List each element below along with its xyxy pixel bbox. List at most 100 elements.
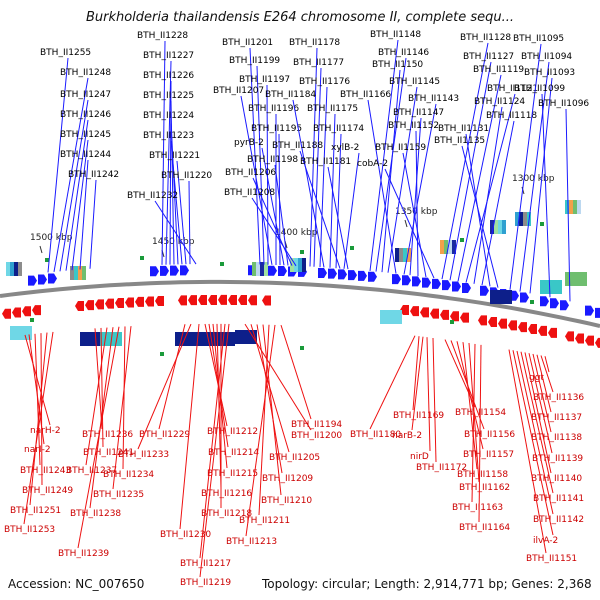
forward-gene-label: BTH_II1176 bbox=[299, 77, 350, 87]
forward-leader-line bbox=[313, 67, 322, 267]
forward-gene-label: BTH_II1184 bbox=[265, 90, 316, 100]
reverse-gene-arrow bbox=[115, 298, 124, 309]
reverse-gene-label: BTH_II1219 bbox=[180, 578, 231, 588]
forward-leader-line bbox=[343, 152, 360, 269]
reverse-gene-arrow bbox=[548, 327, 557, 338]
forward-leader-line bbox=[465, 93, 516, 283]
forward-gene-label: BTH_II1096 bbox=[538, 99, 589, 109]
feature-tile bbox=[490, 290, 512, 304]
forward-leader-line bbox=[565, 108, 571, 302]
forward-gene-label: BTH_II1244 bbox=[60, 150, 111, 160]
reverse-leader-line bbox=[94, 328, 103, 430]
reverse-gene-label: narI-2 bbox=[24, 445, 51, 455]
forward-leader-line bbox=[509, 43, 542, 290]
forward-gene-label: BTH_II1095 bbox=[513, 34, 564, 44]
forward-leader-line bbox=[165, 60, 172, 265]
forward-gene-arrow bbox=[338, 269, 347, 280]
forward-gene-arrow bbox=[368, 271, 377, 282]
forward-gene-label: BTH_II1225 bbox=[143, 91, 194, 101]
reverse-gene-label: nirD bbox=[410, 452, 429, 462]
reverse-gene-label: BTH_II1158 bbox=[457, 470, 508, 480]
reverse-gene-label: BTH_II1163 bbox=[452, 503, 503, 513]
forward-leader-line bbox=[461, 145, 499, 288]
reverse-leader-line bbox=[528, 353, 553, 454]
reverse-gene-label: narB-2 bbox=[392, 431, 422, 441]
feature-marker bbox=[540, 222, 544, 226]
forward-leader-line bbox=[369, 39, 399, 272]
reverse-leader-line bbox=[412, 336, 420, 411]
forward-gene-label: BTH_II1145 bbox=[389, 77, 440, 87]
feature-tile bbox=[380, 310, 402, 324]
reverse-gene-label: ilvA-2 bbox=[533, 536, 558, 546]
forward-gene-label: BTH_II1255 bbox=[40, 48, 91, 58]
reverse-gene-arrow bbox=[528, 323, 537, 334]
feature-tile bbox=[519, 212, 523, 226]
forward-gene-label: BTH_II1196 bbox=[248, 104, 299, 114]
feature-tile bbox=[502, 220, 506, 234]
forward-leader-line bbox=[457, 74, 502, 282]
reverse-gene-arrow bbox=[145, 296, 154, 307]
reverse-gene-arrow bbox=[248, 295, 257, 306]
reverse-gene-arrow bbox=[518, 322, 527, 333]
forward-leader-line bbox=[161, 40, 166, 265]
reverse-leader-line bbox=[77, 326, 120, 549]
reverse-gene-arrow bbox=[198, 295, 207, 306]
reverse-gene-arrow bbox=[155, 296, 164, 307]
forward-leader-line bbox=[441, 42, 489, 280]
forward-leader-line bbox=[170, 140, 183, 265]
forward-gene-label: BTH_II1201 bbox=[222, 38, 273, 48]
forward-gene-arrow bbox=[480, 285, 489, 296]
forward-gene-arrow bbox=[358, 270, 367, 281]
forward-leader-line bbox=[251, 197, 297, 267]
reverse-gene-label: BTH_II1235 bbox=[93, 490, 144, 500]
reverse-leader-line bbox=[478, 344, 482, 523]
feature-tile bbox=[260, 262, 264, 276]
reverse-gene-label: BTH_II1151 bbox=[526, 554, 577, 564]
forward-gene-label: BTH_II1177 bbox=[293, 58, 344, 68]
feature-marker bbox=[30, 318, 34, 322]
forward-leader-line bbox=[327, 166, 349, 270]
forward-leader-line bbox=[449, 61, 492, 281]
feature-tile bbox=[569, 200, 573, 214]
forward-gene-label: BTH_II1150 bbox=[372, 60, 423, 70]
feature-tile bbox=[78, 266, 82, 280]
feature-tile bbox=[565, 272, 587, 286]
forward-leader-line bbox=[65, 119, 89, 271]
forward-leader-line bbox=[249, 47, 261, 265]
forward-gene-label: BTH_II1094 bbox=[521, 52, 572, 62]
forward-gene-label: BTH_II1198 bbox=[247, 155, 298, 165]
reverse-leader-line bbox=[179, 323, 200, 530]
forward-leader-line bbox=[381, 69, 401, 273]
reverse-leader-line bbox=[462, 342, 478, 470]
forward-gene-label: BTH_II1121 bbox=[487, 84, 538, 94]
reverse-gene-label: BTH_II1141 bbox=[533, 494, 584, 504]
forward-leader-line bbox=[403, 103, 437, 275]
feature-tile bbox=[494, 220, 498, 234]
reverse-gene-label: ggt bbox=[529, 373, 544, 383]
reverse-gene-arrow bbox=[488, 317, 497, 328]
reverse-gene-label: narH-2 bbox=[30, 426, 61, 436]
reverse-gene-arrow bbox=[238, 295, 247, 306]
reverse-gene-label: BTH_II1157 bbox=[463, 450, 514, 460]
reverse-gene-label: BTH_II1156 bbox=[464, 430, 515, 440]
reverse-gene-label: BTH_II1162 bbox=[459, 483, 510, 493]
forward-gene-arrow bbox=[462, 282, 471, 293]
reverse-gene-arrow bbox=[75, 300, 84, 311]
scale-label: 1400 kbp bbox=[275, 228, 318, 238]
feature-marker bbox=[350, 246, 354, 250]
reverse-gene-label: BTH_II1164 bbox=[459, 523, 510, 533]
reverse-gene-label: BTH_II1194 bbox=[291, 420, 342, 430]
forward-gene-arrow bbox=[160, 265, 169, 276]
forward-gene-arrow bbox=[38, 274, 47, 285]
forward-gene-arrow bbox=[412, 276, 421, 287]
reverse-gene-arrow bbox=[585, 335, 594, 346]
reverse-gene-arrow bbox=[178, 295, 187, 306]
reverse-gene-arrow bbox=[95, 299, 104, 310]
reverse-gene-arrow bbox=[22, 306, 31, 317]
reverse-leader-line bbox=[212, 323, 228, 469]
forward-gene-label: BTH_II1228 bbox=[137, 31, 188, 41]
feature-tile bbox=[18, 262, 22, 276]
forward-gene-label: BTH_II1159 bbox=[375, 143, 426, 153]
reverse-gene-arrow bbox=[430, 308, 439, 319]
forward-leader-line bbox=[384, 168, 435, 279]
